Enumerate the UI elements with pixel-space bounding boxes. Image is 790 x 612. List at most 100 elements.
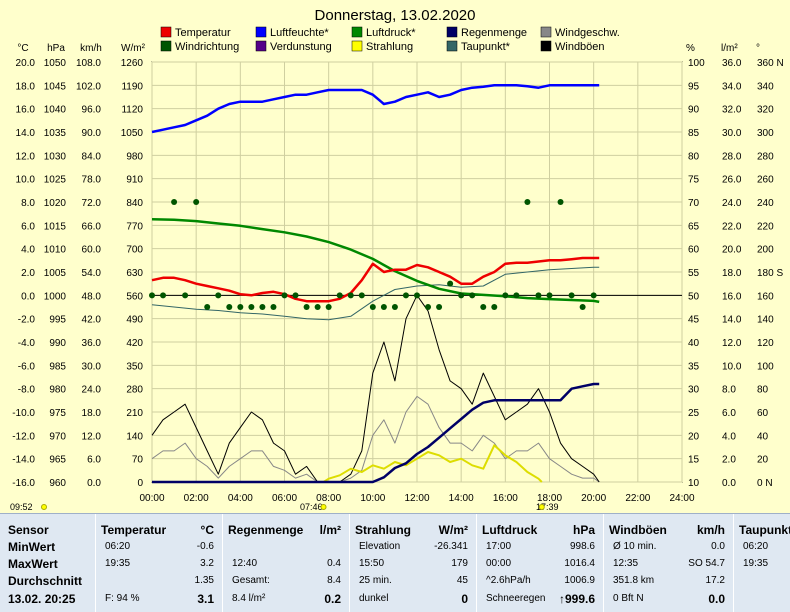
y-tick-left: 980 (126, 151, 143, 162)
axis-unit-left: °C (17, 43, 28, 54)
stats-cell-value: 45 (456, 575, 468, 586)
y-tick-right: 55 (688, 268, 700, 279)
y-tick-right: 18.0 (722, 268, 742, 279)
stats-cell-label: 25 min. (359, 575, 392, 586)
y-tick-left: -6.0 (18, 361, 36, 372)
y-tick-left: 630 (126, 268, 143, 279)
y-tick-left: 350 (126, 361, 143, 372)
y-tick-left: 0.0 (21, 291, 35, 302)
wind-direction-point (491, 304, 498, 310)
y-tick-right: 80 (688, 151, 700, 162)
stats-cell-value: 0 (461, 592, 468, 606)
stats-column: Luftdruck hPa 17:00 998.6 00:00 1016.4 ^2.6hPa… (476, 514, 604, 612)
y-tick-left: 700 (126, 245, 143, 256)
y-tick-right: 85 (688, 128, 700, 139)
legend-swatch (351, 26, 363, 38)
wind-direction-point (469, 292, 476, 299)
stats-cell-label: 12:40 (232, 558, 258, 569)
chart-title: Donnerstag, 13.02.2020 (315, 7, 476, 24)
legend-label: Windrichtung (175, 41, 239, 53)
y-tick-left: 1260 (121, 58, 144, 69)
y-tick-left: 2.0 (21, 268, 35, 279)
wind-direction-point (248, 304, 255, 310)
y-tick-right: 16.0 (722, 291, 742, 302)
y-tick-left: 210 (126, 408, 143, 419)
stats-cell-value: 1006.9 (564, 575, 595, 586)
wind-direction-point (281, 292, 288, 299)
stats-cell-label: 00:00 (486, 558, 512, 569)
stats-cell-value: 998.6 (569, 541, 595, 552)
stats-column: Regenmenge l/m² 12:40 0.4 Gesamt: 8.4 8.4 l/m²… (222, 514, 350, 612)
stats-column: Taupunkt 06:20 19:35 (733, 514, 790, 612)
y-tick-right: 25 (688, 408, 700, 419)
wind-direction-point (237, 304, 244, 310)
stats-column: Windböen km/h Ø 10 min. 0.0 12:35 SO 54.7 351.… (603, 514, 734, 612)
y-tick-right: 100 (757, 361, 774, 372)
y-tick-left: 6.0 (21, 221, 35, 232)
sunrise-marker (320, 504, 327, 510)
wind-direction-point (425, 304, 432, 310)
wind-direction-point (546, 292, 553, 299)
y-tick-left: 8.0 (21, 198, 35, 209)
legend-swatch (160, 26, 172, 38)
y-tick-left: 16.0 (16, 105, 36, 116)
wind-direction-point (402, 292, 409, 299)
x-tick-label: 00:00 (139, 493, 164, 504)
legend-swatch (540, 26, 552, 38)
stats-row-labels: Sensor MinWert MaxWert Durchschnitt 13.0… (0, 514, 96, 612)
stats-cell-label: Gesamt: (232, 575, 270, 586)
x-tick-label: 04:00 (228, 493, 253, 504)
stats-cell-value: 1.35 (194, 575, 214, 586)
stats-cell-label: 19:35 (105, 558, 131, 569)
y-tick-left: 108.0 (76, 58, 101, 69)
wind-direction-point (579, 304, 586, 310)
y-tick-left: 0 (137, 478, 143, 489)
stats-column-title: Temperatur (101, 523, 167, 537)
y-tick-left: 0.0 (87, 478, 101, 489)
y-tick-left: 72.0 (82, 198, 102, 209)
row-label-sensor: Sensor (8, 523, 49, 537)
y-tick-right: 160 (757, 291, 774, 302)
wind-direction-point (325, 304, 332, 310)
y-tick-left: 1035 (44, 128, 67, 139)
y-tick-left: 102.0 (76, 81, 101, 92)
y-tick-right: 30.0 (722, 128, 742, 139)
stats-column-unit: °C (200, 523, 214, 537)
axis-unit-right: ° (756, 43, 760, 54)
y-tick-left: 1015 (44, 221, 67, 232)
y-tick-right: 15 (688, 455, 700, 466)
y-tick-left: 30.0 (82, 361, 102, 372)
y-tick-left: 965 (49, 455, 66, 466)
wind-direction-point (226, 304, 233, 310)
y-tick-right: 260 (757, 175, 774, 186)
y-tick-left: 995 (49, 315, 66, 326)
wind-direction-point (149, 292, 155, 299)
wind-direction-point (358, 292, 365, 299)
wind-direction-point (270, 304, 277, 310)
y-tick-left: -14.0 (12, 455, 35, 466)
y-tick-right: 4.0 (722, 431, 736, 442)
x-tick-label: 16:00 (493, 493, 518, 504)
y-tick-left: 84.0 (82, 151, 102, 162)
y-tick-right: 200 (757, 245, 774, 256)
legend-label: Verdunstung (270, 41, 332, 53)
start-label: 09:52 (10, 502, 33, 512)
y-tick-right: 240 (757, 198, 774, 209)
y-tick-left: 78.0 (82, 175, 102, 186)
stats-cell-label: 0 Bft N (613, 593, 644, 604)
wind-direction-point (391, 304, 398, 310)
y-tick-left: 90.0 (82, 128, 102, 139)
weather-chart: Donnerstag, 13.02.2020 °C 20.0 18.0 16.0 14.0… (10, 7, 784, 512)
y-tick-right: 180 S (757, 268, 783, 279)
legend-swatch (540, 40, 552, 52)
stats-cell-label: Schneeregen (486, 593, 546, 604)
y-tick-left: 1030 (44, 151, 67, 162)
y-tick-left: 1050 (121, 128, 144, 139)
row-label-min: MinWert (8, 540, 56, 554)
axis-unit-left: km/h (80, 43, 102, 54)
stats-cell-label: 06:20 (105, 541, 131, 552)
y-tick-right: 140 (757, 315, 774, 326)
y-tick-right: 22.0 (722, 221, 742, 232)
legend-label: Windböen (555, 41, 605, 53)
wind-direction-point (215, 292, 222, 299)
